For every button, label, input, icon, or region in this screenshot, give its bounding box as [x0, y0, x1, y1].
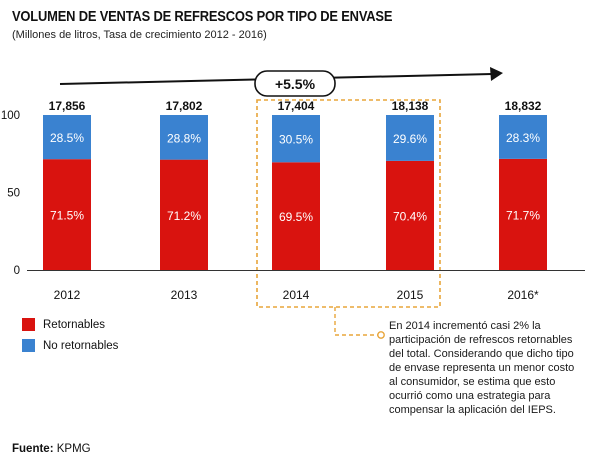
bar-retornables	[386, 160, 434, 270]
annotation-note: En 2014 incrementó casi 2% la participac…	[389, 320, 575, 416]
bar-retornables	[499, 158, 547, 270]
x-tick-label: 2012	[54, 288, 81, 302]
growth-label: +5.5%	[275, 76, 316, 92]
x-tick-label: 2015	[397, 288, 424, 302]
chart-title: VOLUMEN DE VENTAS DE REFRESCOS POR TIPO …	[12, 8, 393, 25]
data-label-no-retornables: 28.5%	[50, 131, 84, 145]
total-label: 18,138	[392, 99, 429, 113]
legend-swatch-no-retornables	[22, 339, 35, 352]
source-label: Fuente:	[12, 443, 54, 455]
x-tick-label: 2014	[283, 288, 310, 302]
source-value: KPMG	[56, 443, 91, 455]
chart-subtitle: (Millones de litros, Tasa de crecimiento…	[12, 29, 267, 41]
data-label-retornables: 71.5%	[50, 209, 84, 223]
data-label-no-retornables: 28.8%	[167, 131, 201, 145]
bar-no-retornables	[160, 115, 208, 160]
source-line: Fuente: KPMG	[12, 443, 91, 455]
bar-no-retornables	[499, 115, 547, 159]
bar-retornables	[43, 159, 91, 270]
legend-swatch-retornables	[22, 318, 35, 331]
highlight-connector-dot	[377, 331, 385, 339]
x-tick-label: 2016*	[507, 288, 539, 302]
y-tick-label: 0	[14, 265, 20, 277]
bar-no-retornables	[272, 115, 320, 163]
legend-item-no-retornables: No retornables	[22, 339, 118, 352]
y-tick-label: 100	[1, 110, 20, 122]
data-label-retornables: 70.4%	[393, 209, 427, 223]
data-label-no-retornables: 29.6%	[393, 132, 427, 146]
growth-arrow-head	[490, 67, 503, 81]
bar-no-retornables	[386, 115, 434, 161]
bar-no-retornables	[43, 115, 91, 160]
highlight-connector	[334, 307, 378, 336]
total-label: 18,832	[505, 99, 542, 113]
bar-retornables	[272, 162, 320, 270]
data-label-no-retornables: 28.3%	[506, 131, 540, 145]
data-label-retornables: 71.7%	[506, 208, 540, 222]
total-label: 17,856	[49, 99, 86, 113]
legend-label-no-retornables: No retornables	[43, 339, 119, 352]
data-label-retornables: 71.2%	[167, 209, 201, 223]
highlight-box	[256, 99, 441, 308]
y-tick-label: 50	[7, 188, 20, 200]
data-label-no-retornables: 30.5%	[279, 133, 313, 147]
total-label: 17,802	[166, 99, 203, 113]
bar-retornables	[160, 159, 208, 270]
legend-label-retornables: Retornables	[43, 318, 106, 331]
total-label: 17,404	[278, 99, 315, 113]
legend-item-retornables: Retornables	[22, 318, 105, 331]
x-tick-label: 2013	[171, 288, 198, 302]
data-label-retornables: 69.5%	[279, 210, 313, 224]
growth-badge	[254, 70, 336, 97]
